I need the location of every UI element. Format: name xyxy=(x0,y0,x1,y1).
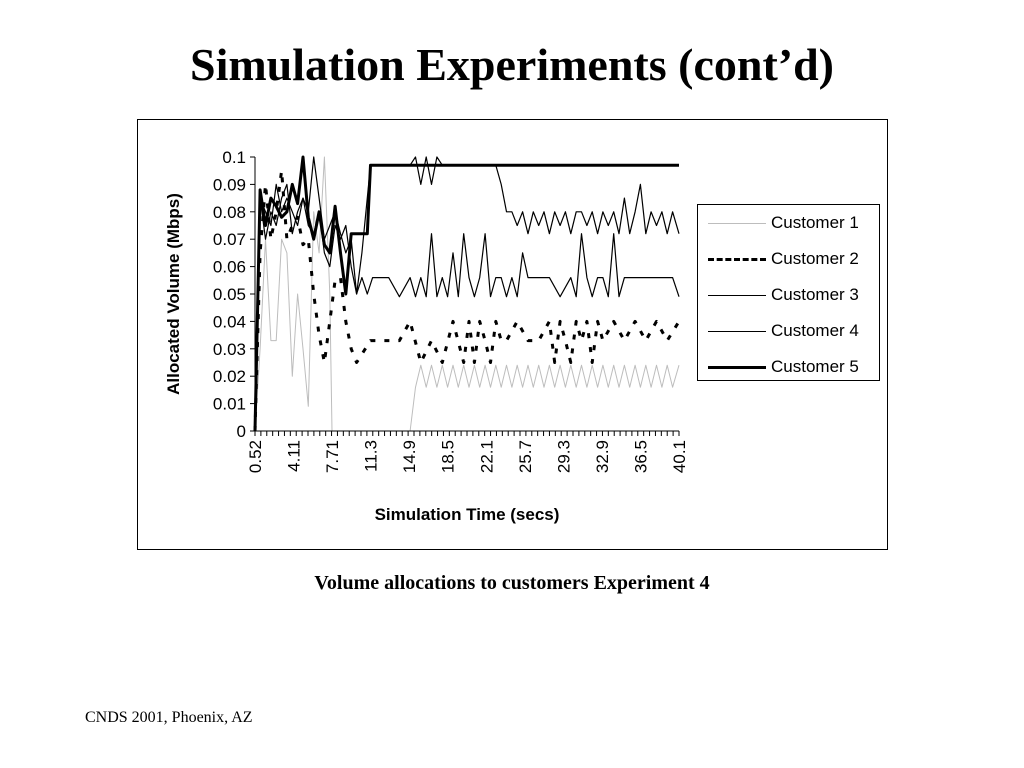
series-line-customer-4 xyxy=(254,156,680,432)
y-tick-label: 0.01 xyxy=(213,395,246,414)
x-tick-label: 29.3 xyxy=(554,440,573,473)
chart-frame: 0 0.01 0.02 0.03 0.04 0.05 0.06 0.07 0.08 0.09 0.1… xyxy=(137,119,888,550)
legend-label-customer-1: Customer 1 xyxy=(771,213,859,232)
legend-label-customer-2: Customer 2 xyxy=(771,249,859,268)
x-ticks: 0.52 4.11 7.71 11.3 14.9 18.5 22.1 25.7 29.3 32.9… xyxy=(246,431,689,473)
y-tick-label: 0.08 xyxy=(213,203,246,222)
y-tick-label: 0.07 xyxy=(213,230,246,249)
slide-title: Simulation Experiments (cont’d) xyxy=(190,39,834,90)
legend-item-customer-5: Customer 5 xyxy=(704,357,876,377)
legend-label-customer-5: Customer 5 xyxy=(771,357,859,376)
legend-swatch-customer-3 xyxy=(708,295,766,296)
line-chart: 0 0.01 0.02 0.03 0.04 0.05 0.06 0.07 0.08 0.09 0.1… xyxy=(164,148,689,524)
x-tick-label: 4.11 xyxy=(285,440,304,472)
series-layer xyxy=(253,155,681,432)
x-tick-label: 32.9 xyxy=(593,440,612,473)
legend-swatch-customer-2 xyxy=(708,258,766,261)
legend-item-customer-3: Customer 3 xyxy=(704,285,876,305)
x-tick-label: 25.7 xyxy=(516,440,535,473)
y-tick-label: 0.02 xyxy=(213,367,246,386)
legend-item-customer-2: Customer 2 xyxy=(704,249,876,269)
x-tick-label: 7.71 xyxy=(323,440,342,473)
y-tick-label: 0.1 xyxy=(222,148,246,167)
x-tick-label: 14.9 xyxy=(400,440,419,473)
figure-caption: Volume allocations to customers Experime… xyxy=(314,572,710,594)
y-tick-label: 0.09 xyxy=(213,175,246,194)
y-tick-label: 0.03 xyxy=(213,340,246,359)
x-tick-label: 11.3 xyxy=(362,440,381,472)
legend-label-customer-4: Customer 4 xyxy=(771,321,859,340)
legend-item-customer-4: Customer 4 xyxy=(704,321,876,341)
x-tick-label: 22.1 xyxy=(477,440,496,473)
x-axis-label: Simulation Time (secs) xyxy=(375,505,560,524)
legend-swatch-customer-5 xyxy=(708,366,766,369)
series-line-customer-1 xyxy=(254,156,680,432)
series-line-customer-2 xyxy=(253,169,681,432)
x-tick-label: 18.5 xyxy=(439,440,458,473)
legend-item-customer-1: Customer 1 xyxy=(704,213,876,233)
y-tick-label: 0 xyxy=(237,422,246,441)
y-tick-label: 0.05 xyxy=(213,285,246,304)
y-tick-label: 0.06 xyxy=(213,258,246,277)
legend-label-customer-3: Customer 3 xyxy=(771,285,859,304)
y-tick-label: 0.04 xyxy=(213,312,246,331)
legend-swatch-customer-1 xyxy=(708,223,766,224)
chart-legend: Customer 1 Customer 2 Customer 3 Custome… xyxy=(697,204,880,381)
legend-swatch-customer-4 xyxy=(708,331,766,332)
y-ticks: 0 0.01 0.02 0.03 0.04 0.05 0.06 0.07 0.08 0.09 0.1 xyxy=(213,148,255,441)
y-axis-label: Allocated Volume (Mbps) xyxy=(164,193,183,395)
x-tick-label: 36.5 xyxy=(631,440,650,473)
x-tick-label: 40.1 xyxy=(670,440,689,473)
series-line-customer-5 xyxy=(253,155,679,432)
footer-text: CNDS 2001, Phoenix, AZ xyxy=(85,709,253,726)
x-tick-label: 0.52 xyxy=(246,440,265,473)
